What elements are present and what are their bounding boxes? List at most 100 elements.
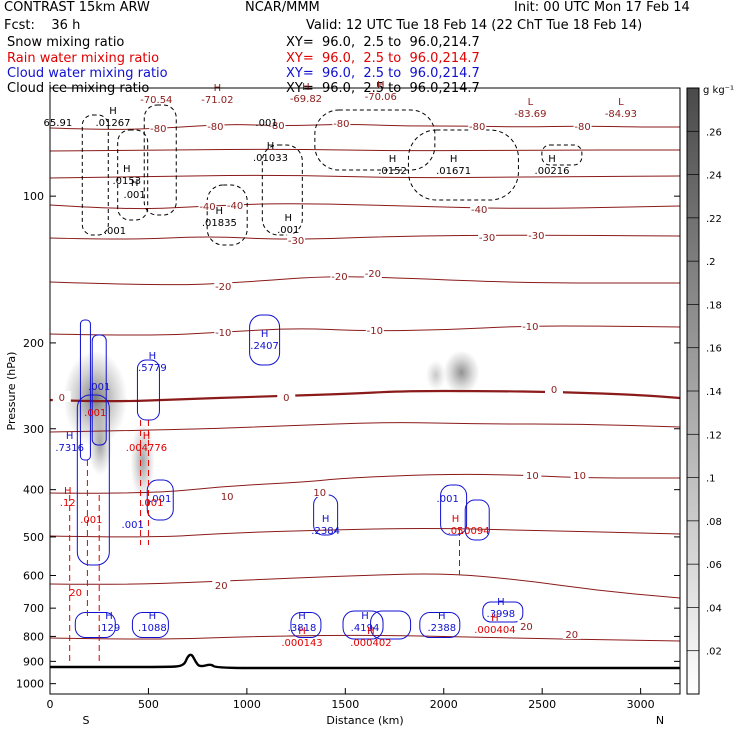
snow-maximum-value: .01835: [202, 218, 237, 229]
colorbar-tick-label: .18: [706, 300, 722, 311]
rain-maximum-value: .12: [60, 498, 76, 509]
colorbar-tick-label: .12: [706, 430, 722, 441]
snow-contour: [407, 129, 519, 201]
snow-maximum-value: .01267: [96, 118, 131, 129]
cloud-water-maximum-value: .1088: [138, 623, 167, 634]
snow-maximum-marker: H: [216, 206, 224, 217]
isotherm-label: -80: [333, 119, 349, 130]
rain-maximum-value: .000143: [281, 638, 322, 649]
isotherm-label-bg: [277, 391, 296, 402]
rain-maximum-value: .000402: [350, 638, 391, 649]
y-tick-label: 300: [23, 423, 44, 436]
temperature-extremum-value: .001: [255, 118, 277, 129]
cloud-water-maximum-value: .001: [437, 494, 459, 505]
cloud-water-maximum-value: .4194: [351, 623, 380, 634]
temperature-extremum-value: -69.82: [290, 94, 322, 105]
isotherm-label-bg: [573, 120, 592, 131]
cloud-water-maximum-marker: H: [298, 611, 306, 622]
rain-maximum-value: 20: [69, 588, 82, 599]
colorbar-tick-label: .02: [706, 647, 722, 658]
y-tick-label: 800: [23, 630, 44, 643]
isotherm-0: [50, 389, 680, 403]
colorbar-tick-label: .06: [706, 560, 722, 571]
x-tick-label: 0: [47, 698, 54, 711]
isotherm-label: 10: [526, 471, 539, 482]
rain-maximum-marker: H: [64, 486, 72, 497]
snow-maximum-marker: H: [389, 154, 397, 165]
rain-maximum-value: .001: [80, 515, 102, 526]
temperature-extremum-value: -83.69: [514, 109, 546, 120]
valid-time: Valid: 12 UTC Tue 18 Feb 14 (22 ChT Tue …: [306, 18, 643, 33]
isotherm-label: -30: [528, 231, 544, 242]
cloud-water-contour: [482, 601, 524, 623]
isotherm-label: -80: [207, 122, 223, 133]
isotherm-label: -20: [365, 269, 381, 280]
x-tick-label: 3000: [627, 698, 655, 711]
isotherm-label: -80: [150, 124, 166, 135]
isotherm-label: -40: [199, 202, 215, 213]
cloud-water-contour: [342, 610, 384, 640]
isotherm-label: -80: [469, 122, 485, 133]
x-tick-label: 1500: [331, 698, 359, 711]
temperature-extremum-marker: L: [528, 97, 534, 108]
x-tick-label: 1000: [233, 698, 261, 711]
rain-maximum-marker: H: [143, 431, 151, 442]
isotherm--80: [50, 124, 680, 130]
temperature-extremum-value: -84.93: [605, 109, 637, 120]
isotherm-label-bg: [523, 469, 542, 480]
y-tick-label: 1000: [16, 678, 44, 691]
cloud-water-maximum-marker: H: [261, 329, 269, 340]
snow-contour: [206, 184, 248, 246]
cloud-water-contour: [76, 394, 110, 566]
snow-contour: [143, 104, 177, 216]
isotherm--40: [50, 203, 680, 210]
temperature-extremum-value: 65.91: [44, 118, 73, 129]
isotherm-label: -30: [479, 233, 495, 244]
snow-maximum-marker: H: [284, 213, 292, 224]
isotherm-label-bg: [332, 117, 351, 128]
temperature-extremum-value: -70.06: [365, 92, 397, 103]
rain-maximum-value: .0094: [461, 526, 490, 537]
cloud-water-contour: [91, 334, 107, 446]
cloud-water-maximum-value: .2407: [250, 341, 279, 352]
isotherm-label: 10: [221, 492, 234, 503]
isotherm-label: 20: [565, 630, 578, 641]
y-tick-label: 100: [23, 190, 44, 203]
cloud-water-maximum-value: .7316: [55, 443, 84, 454]
snow-maximum-value: .01671: [436, 166, 471, 177]
colorbar-tick-label: .1: [706, 474, 716, 485]
field-label-rain: Rain water mixing ratio: [7, 51, 160, 66]
rain-maximum-marker: H: [367, 626, 375, 637]
colorbar-tick-label: .04: [706, 603, 722, 614]
field-xy-rain: XY= 96.0, 2.5 to 96.0,214.7: [286, 51, 480, 66]
isotherm-label: 20: [215, 581, 228, 592]
endpoint-label-right: N: [656, 714, 664, 727]
cloud-water-contour: [290, 612, 322, 638]
isotherm-label-bg: [570, 469, 589, 480]
isotherm-label-bg: [214, 280, 233, 291]
snow-maximum-marker: H: [131, 178, 139, 189]
snow-contour: [81, 114, 109, 236]
isotherm-label-bg: [214, 326, 233, 337]
endpoint-label-left: S: [83, 714, 90, 727]
isotherm-label: -20: [215, 282, 231, 293]
snow-maximum-value: .0153: [112, 176, 141, 187]
isotherm-5: [50, 422, 680, 433]
y-tick-label: 600: [23, 570, 44, 583]
x-tick-label: 2000: [430, 698, 458, 711]
isotherm-label-bg: [527, 229, 546, 240]
y-axis-title: Pressure (hPa): [5, 352, 18, 431]
cloud-water-maximum-marker: H: [361, 611, 369, 622]
cloud-water-maximum-value: .001: [88, 382, 110, 393]
isotherm-label-bg: [521, 320, 540, 331]
y-tick-label: 900: [23, 655, 44, 668]
cloud-water-maximum-value: .3818: [288, 623, 317, 634]
isotherm-label-bg: [363, 267, 382, 278]
snow-contour: [261, 144, 303, 236]
snow-maximum-marker: H: [123, 164, 131, 175]
colorbar-tick-label: .16: [706, 344, 722, 355]
isotherm-label-bg: [562, 628, 581, 639]
cloud-ice-blob: [425, 360, 446, 391]
plot-frame: [49, 87, 681, 695]
isotherm-label: 10: [313, 488, 326, 499]
